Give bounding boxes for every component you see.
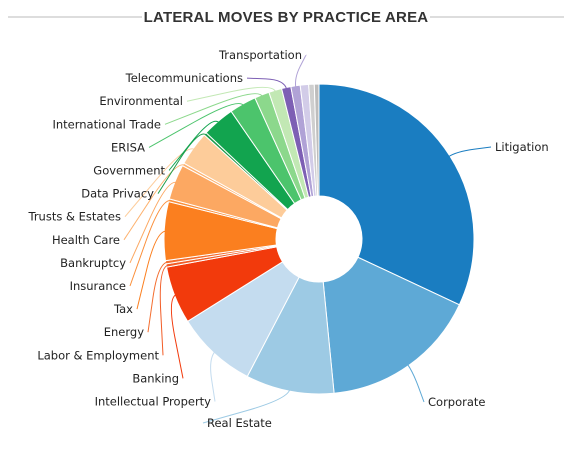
label-international-trade: International Trade — [52, 117, 161, 131]
donut-hole — [276, 196, 362, 282]
leader-trusts-and-estates — [124, 148, 196, 218]
leader-tax — [136, 230, 167, 310]
leader-health-care — [123, 164, 186, 241]
label-litigation: Litigation — [495, 140, 549, 154]
label-transportation: Transportation — [218, 48, 302, 62]
leader-energy — [147, 261, 168, 333]
label-health-care: Health Care — [52, 233, 120, 247]
label-erisa: ERISA — [111, 140, 145, 154]
leader-environmental — [186, 86, 277, 102]
pie-slices — [163, 83, 475, 395]
label-environmental: Environmental — [99, 94, 183, 108]
label-bankruptcy: Bankruptcy — [60, 256, 126, 270]
label-real-estate: Real Estate — [207, 416, 272, 430]
leader-corporate — [406, 363, 425, 403]
slice-labels: Litigation Corporate Real Estate Intellectu… — [27, 48, 548, 430]
leader-insurance — [129, 200, 171, 287]
leader-real-estate — [202, 389, 291, 424]
label-tax: Tax — [113, 302, 133, 316]
label-corporate: Corporate — [428, 395, 486, 409]
leader-litigation — [447, 146, 492, 158]
leader-labor-and-employment — [159, 264, 169, 356]
label-telecommunications: Telecommunications — [125, 71, 243, 85]
label-insurance: Insurance — [70, 279, 126, 293]
leader-banking — [170, 294, 184, 379]
leader-lines — [123, 54, 492, 424]
label-labor-and-employment: Labor & Employment — [37, 348, 159, 362]
label-energy: Energy — [104, 325, 144, 339]
leader-international-trade — [164, 93, 264, 125]
leader-erisa — [148, 103, 245, 148]
leader-bankruptcy — [129, 181, 177, 264]
leader-data-privacy — [157, 133, 207, 194]
leader-government — [168, 120, 220, 171]
label-data-privacy: Data Privacy — [81, 187, 154, 201]
chart-title: LATERAL MOVES BY PRACTICE AREA — [144, 9, 429, 26]
label-banking: Banking — [132, 371, 179, 385]
leader-telecommunications — [246, 77, 288, 90]
leader-transportation — [295, 54, 307, 88]
label-government: Government — [93, 164, 165, 178]
label-intellectual-property: Intellectual Property — [95, 395, 212, 409]
leader-intellectual-property — [210, 351, 216, 402]
label-trusts-and-estates: Trusts & Estates — [27, 210, 121, 224]
